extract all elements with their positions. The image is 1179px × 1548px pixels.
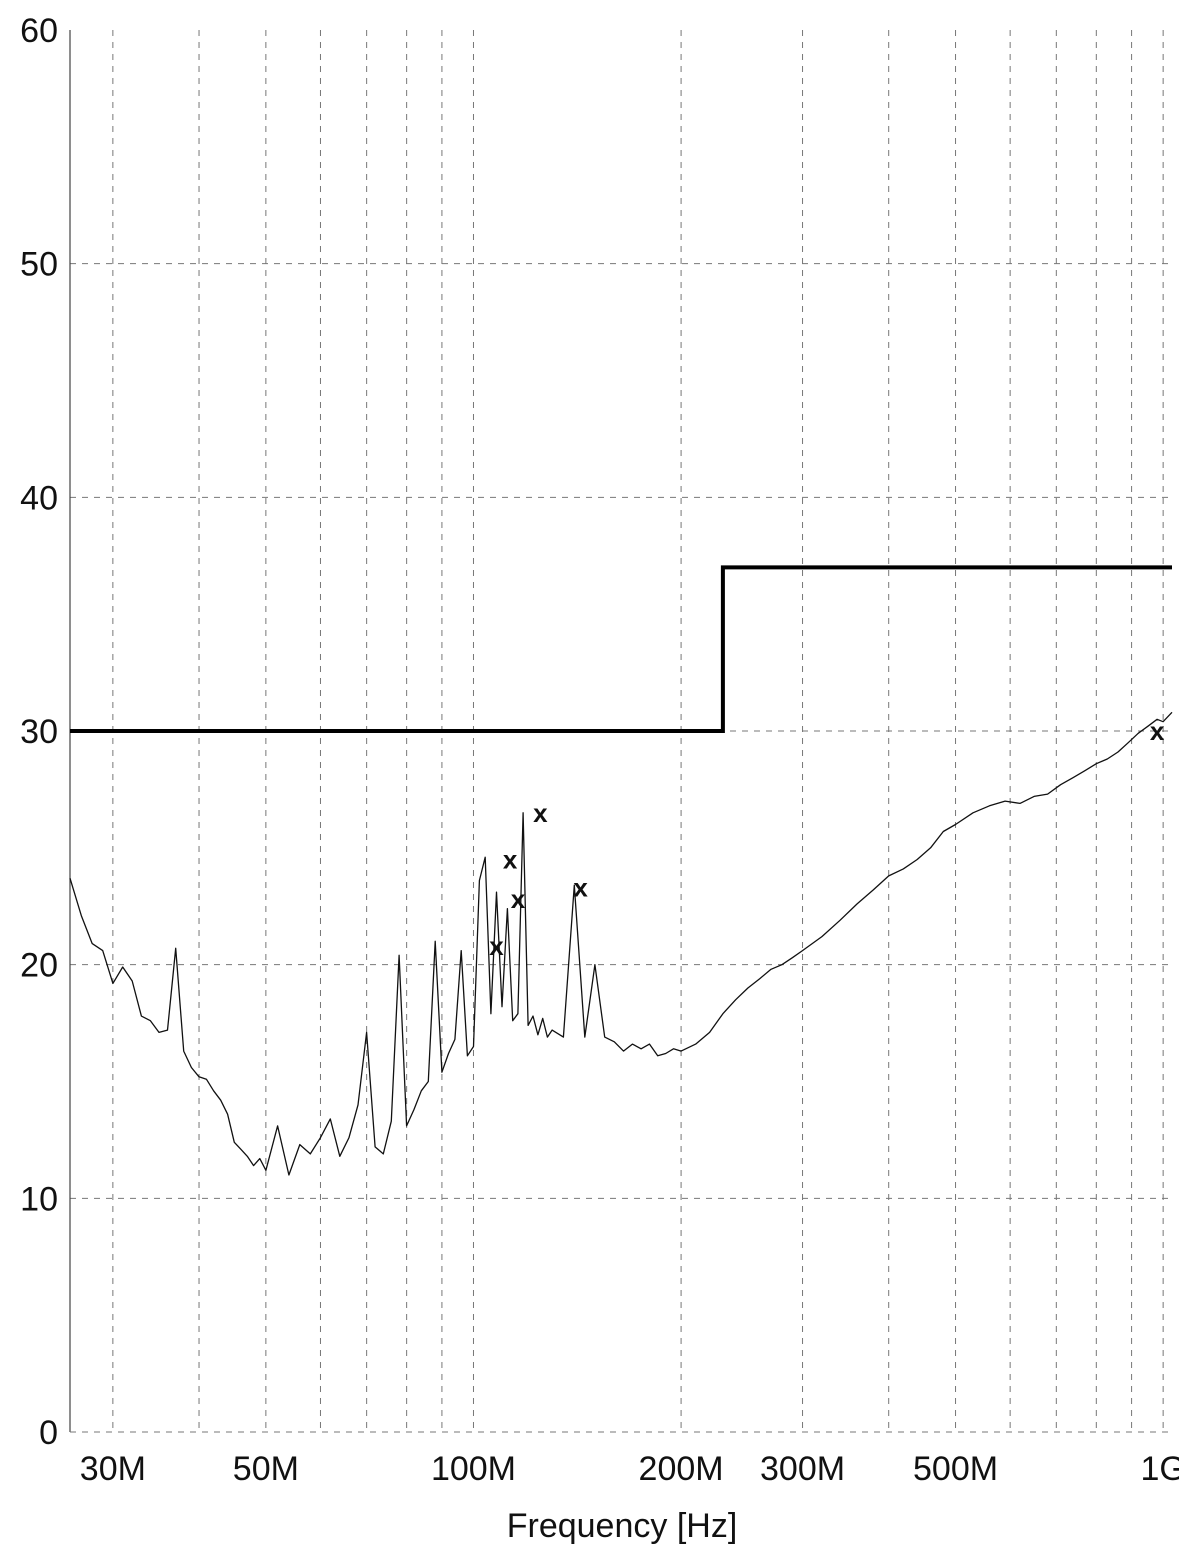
y-tick-label: 40 <box>20 479 58 517</box>
y-tick-labels: 0 10 20 30 40 50 60 <box>20 12 58 1452</box>
x-tick-label: 100M <box>431 1450 516 1488</box>
peak-marker: x <box>573 873 588 903</box>
measurement-trace-group <box>69 711 1173 1176</box>
x-tick-labels: 30M 50M 100M 200M 300M 500M 1G <box>80 1450 1179 1488</box>
measurement-trace <box>69 711 1173 1176</box>
peak-marker: x <box>511 884 526 914</box>
x-tick-label: 500M <box>913 1450 998 1488</box>
y-tick-label: 0 <box>39 1414 58 1452</box>
x-tick-label: 300M <box>760 1450 845 1488</box>
x-tick-label: 50M <box>233 1450 299 1488</box>
peak-marker: x <box>503 845 518 875</box>
limit-line-group <box>70 565 1172 733</box>
x-tick-label: 200M <box>639 1450 724 1488</box>
limit-line <box>70 565 1172 733</box>
x-tick-label: 1G <box>1140 1450 1179 1488</box>
x-axis-title: Frequency [Hz] <box>507 1507 738 1545</box>
peak-marker: x <box>489 931 504 961</box>
y-tick-label: 20 <box>20 947 58 985</box>
peak-marker: x <box>1150 716 1165 746</box>
y-tick-label: 30 <box>20 713 58 751</box>
y-tick-label: 60 <box>20 12 58 50</box>
y-tick-label: 10 <box>20 1180 58 1218</box>
x-tick-label: 30M <box>80 1450 146 1488</box>
y-tick-label: 50 <box>20 246 58 284</box>
peak-marker: x <box>533 798 548 828</box>
